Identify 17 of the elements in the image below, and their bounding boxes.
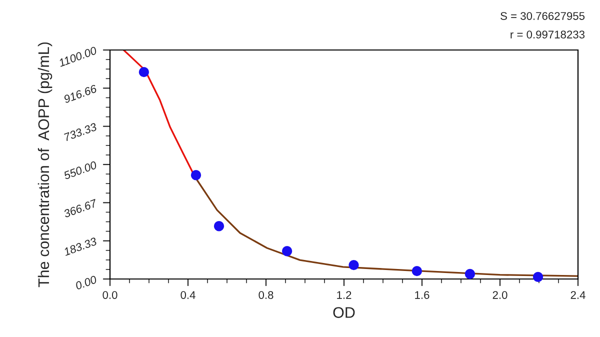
text: r = 0.99718233 [510, 30, 585, 38]
x-tick-label: 0.0 [102, 291, 118, 299]
x-tick-label: 1.2 [337, 291, 352, 299]
y-tick-label: 733.33 [64, 122, 98, 142]
x-tick-label: 2.0 [492, 291, 508, 299]
text: S = 30.76627955 [500, 12, 585, 20]
x-tick-label: 0.8 [258, 291, 274, 299]
y-tick-label: 916.66 [63, 84, 98, 104]
y-axis-title: The concentration of AOPP (pg/mL) [38, 42, 52, 288]
x-tick-label: 0.4 [180, 291, 196, 299]
y-tick-label: 550.00 [63, 160, 98, 180]
x-axis-title: OD [333, 307, 355, 318]
y-tick-label: 183.33 [63, 237, 98, 256]
y-tick-label: 366.67 [63, 198, 98, 218]
x-tick-label: 1.6 [415, 291, 430, 299]
y-tick-label: 0.00 [74, 275, 98, 290]
x-tick-label: 2.4 [570, 291, 586, 299]
